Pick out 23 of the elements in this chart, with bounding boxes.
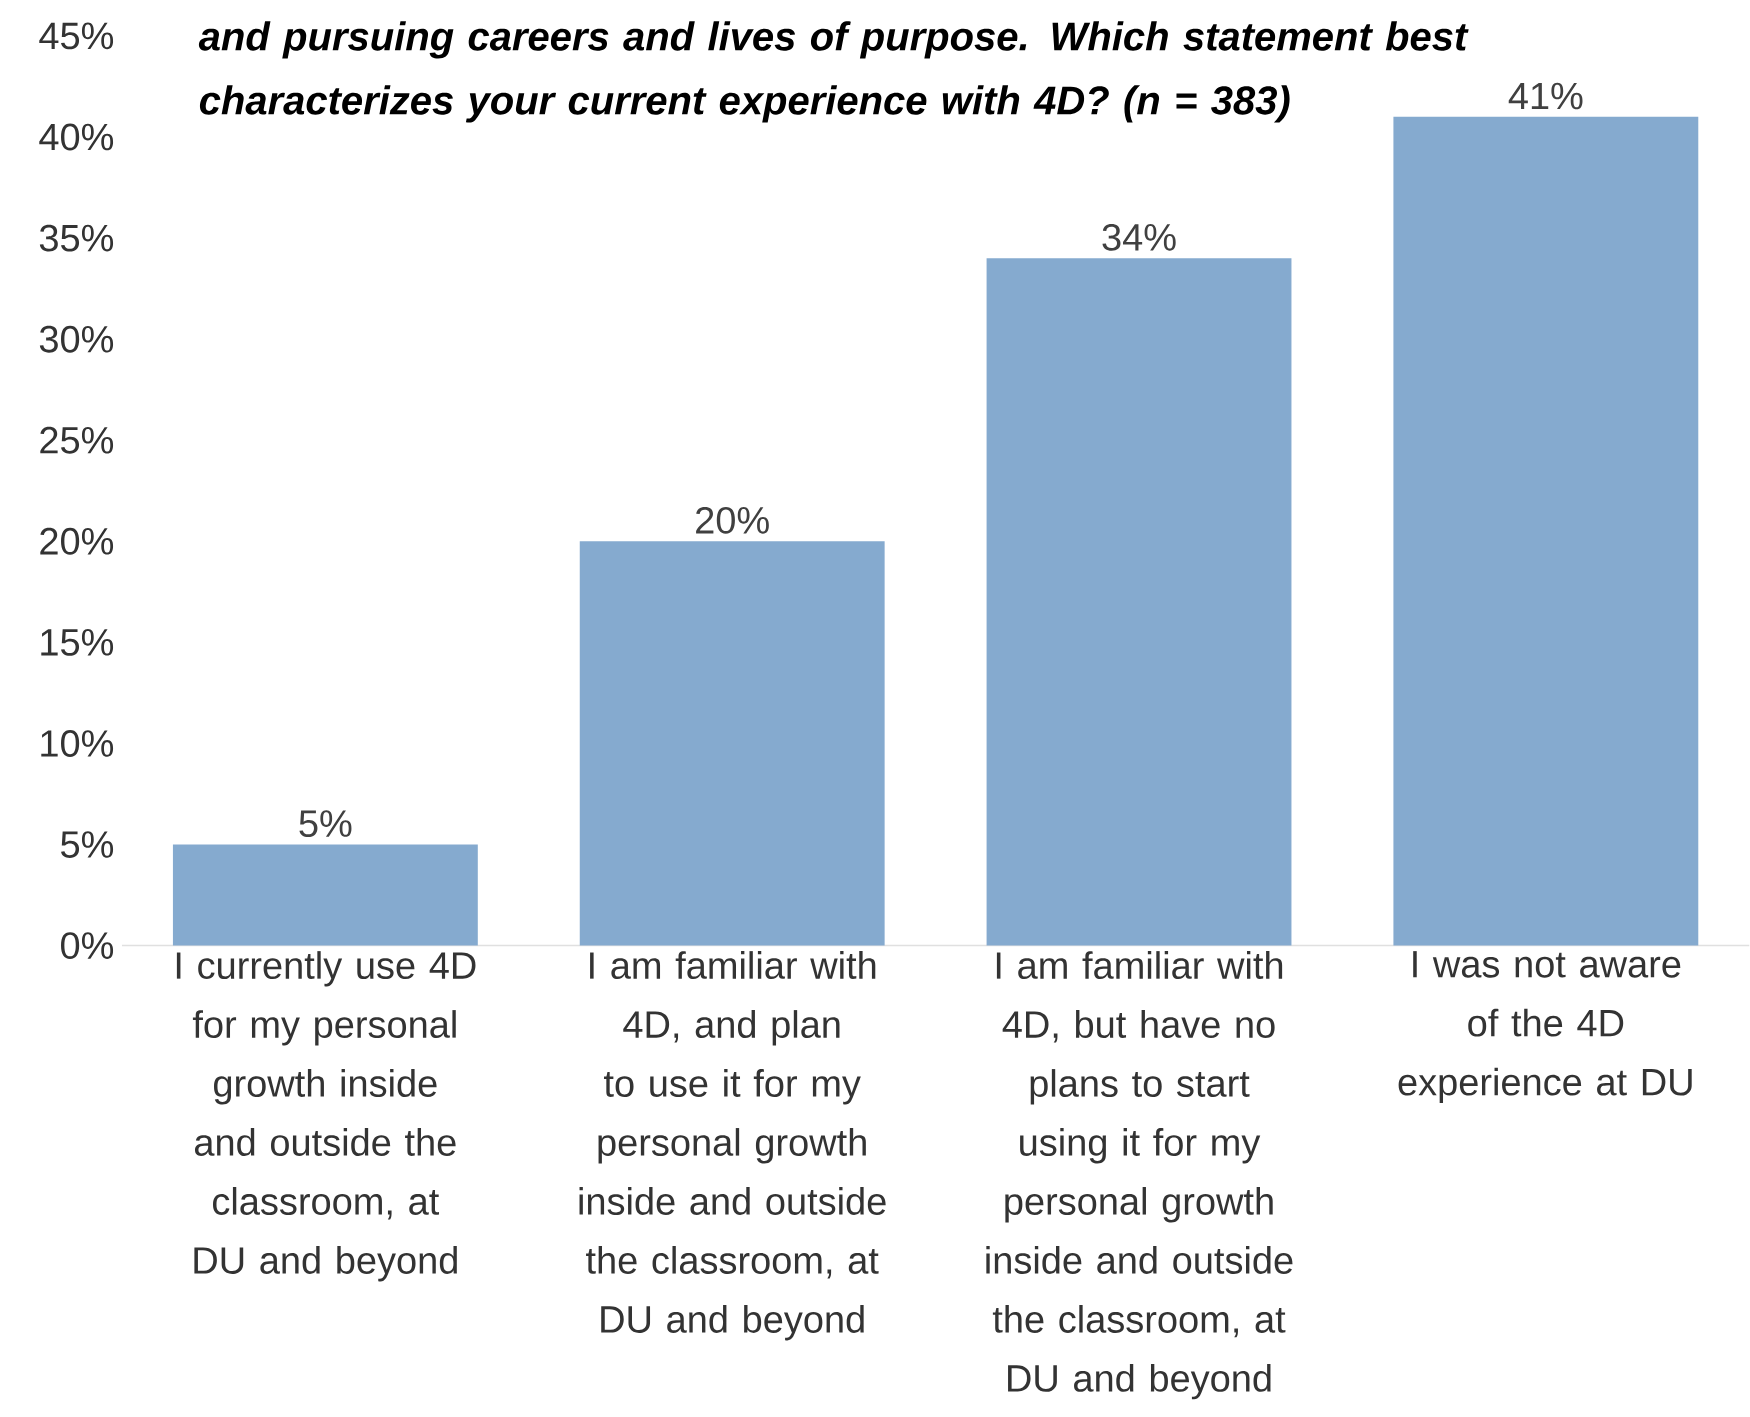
data-label: 41% <box>1508 82 1583 110</box>
bar <box>1393 116 1699 946</box>
y-tick-label: 35% <box>39 224 114 252</box>
y-tick-label: 0% <box>61 931 114 959</box>
y-tick-label: 20% <box>40 527 114 555</box>
data-label: 20% <box>696 506 769 534</box>
x-tick-label: I currently use 4D for my personal growth inside and outside the classroom, at DU and beyond <box>176 950 476 1282</box>
y-tick-label: 40% <box>39 123 114 151</box>
x-tick-label: I am familiar with 4D, and plan to use it for my personal growth inside and outside the classroom, at DU and beyond <box>579 950 886 1341</box>
data-label: 5% <box>299 810 352 837</box>
data-label: 34% <box>1102 223 1176 251</box>
x-tick-label: I am familiar with 4D, but have no plans to start using it for my personal growth inside and outside the classroom, at DU and beyond <box>986 950 1293 1400</box>
x-tick-label: I was not aware of the 4D experience at DU <box>1398 950 1692 1103</box>
bar <box>579 541 885 946</box>
y-tick-label: 30% <box>39 325 114 353</box>
y-tick-label: 25% <box>40 426 114 454</box>
y-tick-label: 45% <box>39 22 114 50</box>
y-tick-label: 10% <box>41 729 114 757</box>
bar <box>172 844 478 946</box>
chart-title: and pursuing careers and lives of purpose. Which statement best characterizes your current experience with 4D? (n = 383) <box>198 21 1469 123</box>
bar <box>986 258 1292 946</box>
y-tick-label: 5% <box>61 830 114 858</box>
y-tick-label: 15% <box>41 628 114 656</box>
